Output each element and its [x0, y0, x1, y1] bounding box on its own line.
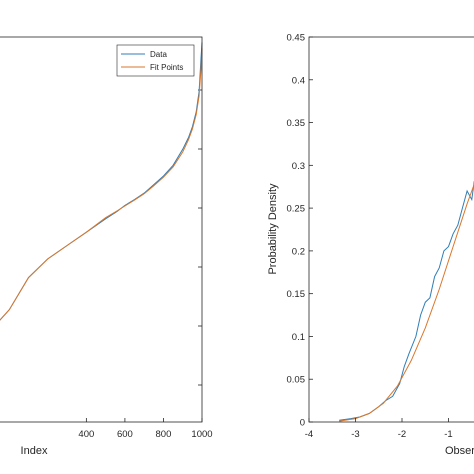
right-y-tick-label: 0.15 — [287, 289, 306, 300]
right-y-tick-label: 0.35 — [287, 118, 306, 129]
left-x-tick-label: 800 — [156, 429, 172, 440]
right-axes-box — [308, 36, 474, 423]
legend-label-data: Data — [150, 50, 167, 59]
right-y-tick-label: 0.05 — [287, 375, 306, 386]
right-y-ticks: 0 0.05 0.1 0.15 0.2 0.25 0.3 0.35 0.4 0.45 — [287, 33, 313, 429]
right-series-lines — [339, 180, 474, 422]
right-y-tick-label: 0.4 — [292, 75, 305, 86]
right-x-axis-label: Obser — [445, 445, 474, 457]
left-x-tick-label: 600 — [117, 429, 133, 440]
right-y-tick-label: 0.25 — [287, 204, 306, 215]
left-axes-box — [0, 36, 203, 423]
left-x-axis-label: Index — [21, 445, 48, 457]
left-series-line-fit-points — [0, 47, 203, 321]
right-y-tick-label: 0.1 — [292, 332, 305, 343]
right-x-tick-label: -3 — [351, 429, 359, 440]
right-y-tick-label: 0 — [300, 418, 305, 429]
right-y-tick-label: 0.45 — [287, 33, 306, 44]
legend-label-fit: Fit Points — [150, 63, 183, 72]
right-y-axis-label: Probability Density — [267, 183, 279, 275]
left-chart: 400 600 800 1000 Index Data Fit Points — [0, 36, 213, 457]
right-y-tick-label: 0.3 — [292, 161, 305, 172]
left-x-tick-label: 400 — [78, 429, 94, 440]
right-y-tick-label: 0.2 — [292, 246, 305, 257]
right-x-tick-label: -4 — [305, 429, 313, 440]
legend-box — [116, 44, 195, 77]
right-chart: -4 -3 -2 -1 0 0.05 0.1 0.15 0.2 0.25 0.3 0.35 0.4 0.… — [267, 33, 474, 457]
right-series-line-fit-points — [339, 183, 474, 422]
left-x-tick-label: 1000 — [191, 429, 212, 440]
right-series-line-data — [339, 180, 474, 421]
right-x-ticks: -4 -3 -2 -1 — [305, 418, 453, 440]
right-x-tick-label: -2 — [398, 429, 406, 440]
left-legend: Data Fit Points — [116, 44, 195, 77]
left-series-lines — [0, 42, 203, 321]
right-x-tick-label: -1 — [444, 429, 452, 440]
